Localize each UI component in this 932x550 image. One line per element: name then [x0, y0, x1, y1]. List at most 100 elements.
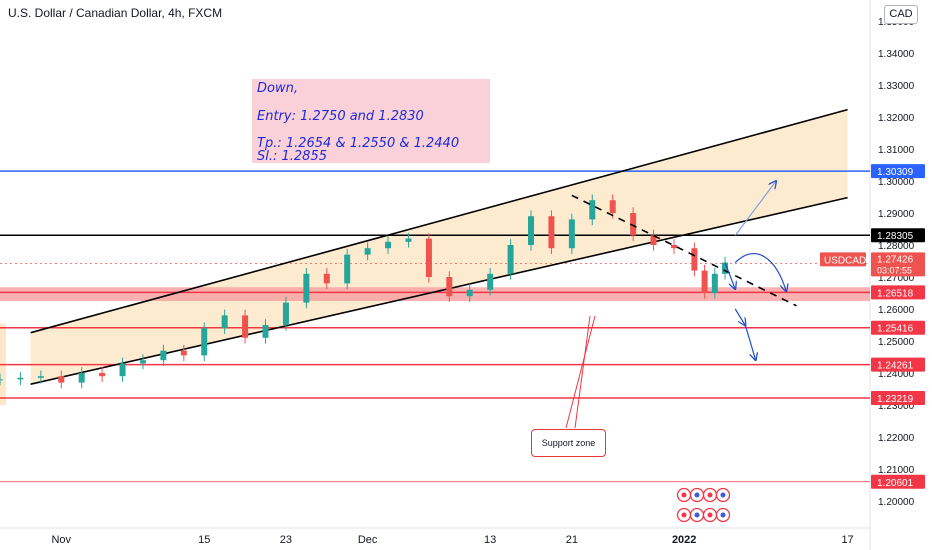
current-price-label-bg — [871, 252, 925, 277]
price-tick-label-9: 1.28000 — [878, 241, 915, 252]
candle-body-35 — [691, 248, 698, 271]
note-line-entry: Entry: 1.2750 and 1.2830 — [257, 109, 424, 124]
candle-body-32 — [630, 213, 637, 236]
candle-body-1 — [0, 379, 3, 381]
event-icon-dot-2 — [694, 492, 700, 498]
candle-body-22 — [425, 238, 432, 277]
price-tick-label-2: 1.21000 — [878, 465, 915, 476]
level-label-6: 1.23219 — [877, 394, 914, 405]
price-tick-label-14: 1.33000 — [878, 81, 915, 92]
projection-arrow-1 — [734, 181, 776, 236]
candle-body-38 — [722, 262, 729, 274]
currency-badge[interactable]: CAD — [884, 5, 918, 24]
projection-arrow-2 — [724, 262, 735, 290]
level-label-bg-1 — [871, 164, 925, 179]
candle-body-29 — [568, 219, 575, 249]
price-tick-label-10: 1.29000 — [878, 209, 915, 220]
callout-line-right — [574, 315, 591, 429]
note-line-sl: Sl.: 1.2855 — [257, 149, 327, 164]
candle-body-31 — [609, 200, 616, 213]
price-tick-label-1: 1.20000 — [878, 497, 915, 508]
price-tick-label-11: 1.30000 — [878, 177, 915, 188]
candle-body-21 — [405, 238, 412, 242]
event-icon-dot-3 — [707, 492, 713, 498]
candle-body-30 — [589, 200, 596, 220]
candle-body-17 — [323, 273, 330, 284]
time-tick-label-3: 23 — [280, 534, 292, 546]
time-tick-label-1: Nov — [51, 534, 71, 546]
level-label-bg-4 — [871, 320, 925, 335]
event-icon-dot-5 — [681, 512, 687, 518]
price-tick-label-5: 1.24000 — [878, 369, 915, 380]
candle-body-2 — [17, 377, 24, 380]
level-label-3: 1.26518 — [877, 288, 914, 299]
candle-body-9 — [160, 350, 167, 361]
candle-body-23 — [446, 277, 453, 297]
channel-fill — [30, 109, 848, 385]
level-label-7: 1.20601 — [877, 478, 914, 489]
candle-body-34 — [670, 245, 677, 249]
event-icon-dot-7 — [707, 512, 713, 518]
level-label-bg-5 — [871, 357, 925, 372]
price-tick-label-4: 1.23000 — [878, 401, 915, 412]
projection-arrow-4 — [744, 325, 755, 361]
event-icon-dot-4 — [720, 492, 726, 498]
price-tick-label-8: 1.27000 — [878, 273, 915, 284]
candle-body-6 — [99, 373, 106, 377]
time-tick-label-5: 13 — [484, 534, 496, 546]
candle-body-27 — [528, 216, 535, 245]
candle-body-5 — [78, 373, 85, 383]
candle-body-28 — [548, 216, 555, 249]
level-label-bg-6 — [871, 390, 925, 405]
time-tick-label-2: 15 — [198, 534, 210, 546]
projection-arrow-3 — [734, 308, 745, 326]
price-tick-label-13: 1.32000 — [878, 113, 915, 124]
time-tick-label-4: Dec — [358, 534, 378, 546]
price-tick-label-6: 1.25000 — [878, 337, 915, 348]
symbol-tag: USDCAD — [824, 255, 866, 266]
candle-body-36 — [701, 270, 708, 293]
candle-body-20 — [385, 241, 392, 249]
candle-body-16 — [303, 273, 310, 303]
candle-body-4 — [58, 376, 65, 383]
candle-body-37 — [711, 273, 718, 293]
candle-body-24 — [466, 289, 473, 297]
candle-body-11 — [201, 328, 208, 356]
current-price-label: 1.27426 — [877, 254, 914, 265]
level-label-1: 1.30309 — [877, 167, 914, 178]
callout-line-left — [565, 315, 596, 429]
time-tick-label-8: 17 — [841, 534, 853, 546]
projection-arrow-5 — [734, 252, 786, 292]
event-icon-dot-8 — [720, 512, 726, 518]
candle-body-7 — [119, 363, 126, 377]
candle-body-10 — [180, 350, 187, 356]
time-tick-label-7: 2022 — [672, 534, 696, 546]
event-icon-dot-1 — [681, 492, 687, 498]
chart-title: U.S. Dollar / Canadian Dollar, 4h, FXCM — [8, 6, 223, 20]
candle-body-3 — [37, 376, 44, 378]
candle-body-14 — [262, 325, 269, 338]
candle-body-19 — [364, 248, 371, 255]
level-label-2: 1.28305 — [877, 231, 914, 242]
note-line-direction: Down, — [257, 81, 298, 96]
candle-body-8 — [139, 360, 146, 364]
level-label-bg-2 — [871, 228, 925, 243]
dashed-trendline — [571, 194, 797, 307]
level-label-bg-3 — [871, 285, 925, 300]
price-tick-label-3: 1.22000 — [878, 433, 915, 444]
symbol-tag-bg — [820, 252, 866, 267]
candle-body-13 — [242, 315, 249, 338]
channel-lower-line — [30, 196, 848, 385]
price-tick-label-12: 1.31000 — [878, 145, 915, 156]
candle-body-25 — [487, 273, 494, 290]
time-tick-label-6: 21 — [566, 534, 578, 546]
price-tick-label-7: 1.26000 — [878, 305, 915, 316]
candle-body-26 — [507, 245, 514, 274]
price-tick-label-15: 1.34000 — [878, 49, 915, 60]
candle-body-18 — [344, 254, 351, 284]
countdown-label: 03:07:55 — [877, 265, 912, 275]
level-label-bg-7 — [871, 474, 925, 489]
candle-body-12 — [221, 315, 228, 329]
